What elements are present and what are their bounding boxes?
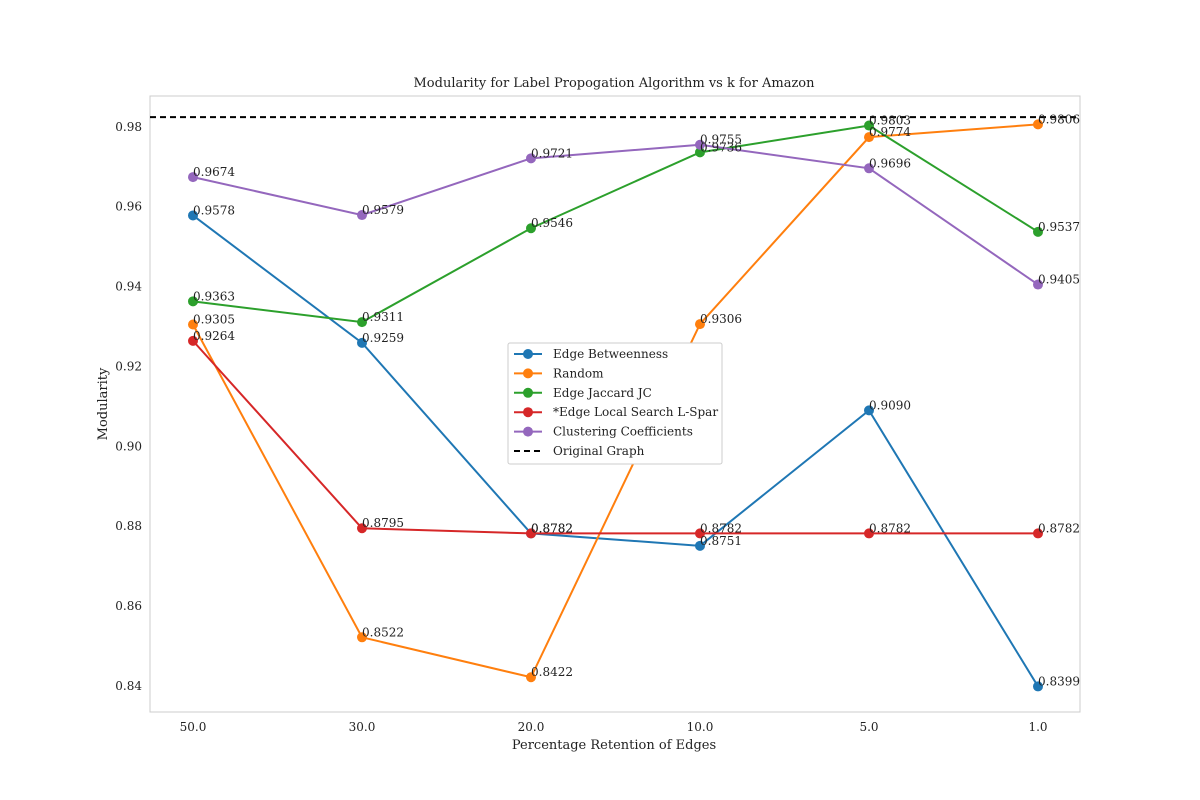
x-axis-ticks: 50.0 30.0 20.0 10.0 5.0 1.0 <box>180 720 1048 734</box>
data-label: 0.9306 <box>700 312 742 326</box>
data-label: 0.8422 <box>531 665 573 679</box>
data-point <box>695 540 705 551</box>
data-point <box>695 147 705 158</box>
legend-swatch-marker <box>523 407 533 418</box>
legend-entry: Original Graph <box>553 444 645 458</box>
data-label: 0.9755 <box>700 133 742 147</box>
data-label: 0.9363 <box>193 289 235 303</box>
y-tick-label: 0.90 <box>115 439 142 453</box>
legend-box <box>507 342 723 465</box>
data-label: 0.8399 <box>1038 674 1080 688</box>
x-tick-label: 10.0 <box>687 720 714 734</box>
legend-swatch-marker <box>523 387 533 398</box>
data-point <box>1033 119 1043 130</box>
legend-swatch-marker <box>523 426 533 437</box>
data-label: 0.9311 <box>362 310 404 324</box>
legend-entry: Clustering Coefficients <box>553 425 693 439</box>
y-tick-label: 0.84 <box>115 679 142 693</box>
data-label: 0.9546 <box>531 216 573 230</box>
x-tick-label: 5.0 <box>859 720 878 734</box>
legend-entry: Edge Betweenness <box>553 347 668 361</box>
data-point <box>695 528 705 539</box>
data-point <box>188 319 198 330</box>
legend-entry: Edge Jaccard JC <box>553 386 652 400</box>
data-label: 0.9537 <box>1038 220 1080 234</box>
data-point <box>864 528 874 539</box>
data-label: 0.9696 <box>869 156 911 170</box>
data-label: 0.8782 <box>531 521 573 535</box>
data-label: 0.8522 <box>362 625 404 639</box>
x-tick-label: 30.0 <box>349 720 376 734</box>
data-point <box>526 153 536 164</box>
y-tick-label: 0.96 <box>115 200 142 214</box>
data-label: 0.9806 <box>1038 112 1080 126</box>
y-axis-label: Modularity <box>96 367 111 440</box>
data-label: 0.8782 <box>531 521 573 535</box>
series-line <box>192 124 1039 324</box>
data-label: 0.9578 <box>193 203 235 217</box>
data-point <box>1033 528 1043 539</box>
y-tick-label: 0.88 <box>115 519 142 533</box>
data-label: 0.9774 <box>869 125 911 139</box>
y-tick-label: 0.92 <box>115 359 142 373</box>
data-label: 0.8751 <box>700 534 742 548</box>
data-labels-group: 0.95780.92590.87820.87510.90900.83990.93… <box>193 112 1080 688</box>
y-tick-label: 0.94 <box>115 280 142 294</box>
x-tick-label: 50.0 <box>180 720 207 734</box>
data-label: 0.9405 <box>1038 273 1080 287</box>
data-point <box>357 632 367 643</box>
data-label: 0.9736 <box>700 140 742 154</box>
data-point <box>526 672 536 683</box>
series-line <box>192 123 1039 679</box>
data-label: 0.8795 <box>362 516 404 530</box>
data-label: 0.9803 <box>869 114 911 128</box>
data-point <box>1033 279 1043 290</box>
data-point <box>526 528 536 539</box>
legend-entry: Random <box>553 366 604 380</box>
legend-swatch-marker <box>523 349 533 359</box>
data-label: 0.9579 <box>362 203 404 217</box>
data-label: 0.9090 <box>869 398 911 412</box>
data-point <box>357 210 367 221</box>
x-axis-label: Percentage Retention of Edges <box>512 738 716 753</box>
data-label: 0.8782 <box>869 521 911 535</box>
data-point <box>864 132 874 143</box>
data-point <box>864 120 874 131</box>
series-group <box>188 119 1043 692</box>
data-label: 0.9305 <box>193 313 235 327</box>
data-point <box>188 210 198 221</box>
y-axis-ticks: 0.84 0.86 0.88 0.90 0.92 0.94 0.96 0.98 <box>115 120 142 693</box>
x-tick-label: 1.0 <box>1028 720 1047 734</box>
x-tick-label: 20.0 <box>518 720 545 734</box>
data-label: 0.9674 <box>193 165 235 179</box>
data-label: 0.9259 <box>362 331 404 345</box>
data-point <box>695 139 705 150</box>
legend-swatch-marker <box>523 368 533 379</box>
series-line <box>192 340 1038 535</box>
data-point <box>188 296 198 307</box>
series-line <box>192 214 1039 687</box>
data-point <box>188 335 198 346</box>
legend: Edge Betweenness Random Edge Jaccard JC *Ed… <box>507 342 723 465</box>
data-point <box>695 319 705 330</box>
series-line <box>192 143 1039 286</box>
data-label: 0.8782 <box>700 521 742 535</box>
data-point <box>357 523 367 534</box>
data-point <box>864 163 874 174</box>
data-label: 0.8782 <box>1038 521 1080 535</box>
data-label: 0.9264 <box>193 329 235 343</box>
y-tick-label: 0.98 <box>115 120 142 134</box>
data-point <box>526 223 536 234</box>
data-point <box>357 317 367 328</box>
data-point <box>1033 226 1043 237</box>
data-point <box>1033 681 1043 692</box>
data-point <box>864 405 874 416</box>
chart-title: Modularity for Label Propogation Algorit… <box>414 76 816 91</box>
data-label: 0.9721 <box>531 146 573 160</box>
legend-entry: *Edge Local Search L-Spar <box>553 405 718 419</box>
y-tick-label: 0.86 <box>115 599 142 613</box>
data-point <box>188 172 198 183</box>
data-point <box>357 337 367 348</box>
